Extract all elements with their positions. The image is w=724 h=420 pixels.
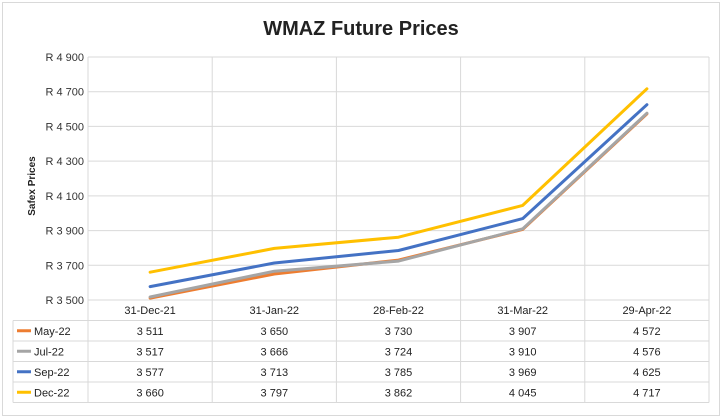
table-cell-value: 3 969: [509, 367, 537, 379]
legend-entry: May-22: [34, 326, 71, 338]
table-cell-value: 3 730: [385, 326, 413, 338]
y-tick-label: R 4 900: [45, 52, 84, 64]
chart-frame: WMAZ Future Prices Safex Prices R 3 500 R…: [2, 2, 720, 416]
y-tick-label: R 4 100: [45, 191, 84, 203]
legend-entry: Dec-22: [34, 387, 69, 399]
series-line: [148, 111, 649, 299]
legend-entry: Sep-22: [34, 367, 69, 379]
table-cell-value: 3 907: [509, 326, 537, 338]
table-cell-value: 3 650: [261, 326, 289, 338]
chart: WMAZ Future Prices Safex Prices R 3 500R…: [12, 18, 710, 403]
table-cell-value: 3 797: [261, 387, 289, 399]
table-cell-value: 4 045: [509, 387, 537, 399]
table-cell-value: 3 713: [261, 367, 289, 379]
x-tick-label: 31-Jan-22: [250, 305, 300, 317]
legend-entry: Jul-22: [34, 346, 64, 358]
table-cell-value: 3 862: [385, 387, 413, 399]
x-tick-label: 31-Dec-21: [124, 305, 175, 317]
table-cell-value: 3 660: [136, 387, 164, 399]
x-tick-label: 29-Apr-22: [622, 305, 671, 317]
table-cell-value: 4 572: [633, 326, 661, 338]
y-axis-label: Safex Prices: [27, 156, 38, 216]
table-cell-value: 3 785: [385, 367, 413, 379]
table-cell-value: 3 910: [509, 346, 537, 358]
y-tick-label: R 4 700: [45, 87, 84, 99]
x-tick-label: 28-Feb-22: [373, 305, 424, 317]
gridlines: [87, 56, 710, 403]
data-table: 31-Dec-21 31-Jan-22 28-Feb-22 31-Mar-22 29-A…: [12, 305, 709, 403]
y-tick-label: R 4 500: [45, 121, 84, 133]
series-line: [148, 87, 649, 274]
series-line: [148, 103, 649, 289]
table-cell-value: 4 576: [633, 346, 661, 358]
table-cell-value: 3 724: [385, 346, 413, 358]
y-tick-label: R 3 700: [45, 260, 84, 272]
y-tick-label: R 4 300: [45, 156, 84, 168]
table-cell-value: 3 577: [136, 367, 164, 379]
series-line: [148, 112, 649, 300]
table-cell-value: 3 666: [261, 346, 289, 358]
x-tick-label: 31-Mar-22: [497, 305, 548, 317]
y-tick-label: R 3 500: [45, 295, 84, 307]
series-lines: [148, 87, 649, 300]
y-axis-ticks: R 3 500 R 3 700 R 3 900 R 4 100 R 4 300 R 4 5…: [45, 52, 84, 307]
table-cell-value: 4 717: [633, 387, 661, 399]
y-tick-label: R 3 900: [45, 226, 84, 238]
table-cell-value: 3 511: [137, 326, 164, 338]
table-cell-value: 3 517: [136, 346, 164, 358]
chart-title: WMAZ Future Prices: [263, 18, 459, 40]
table-cell-value: 4 625: [633, 367, 661, 379]
